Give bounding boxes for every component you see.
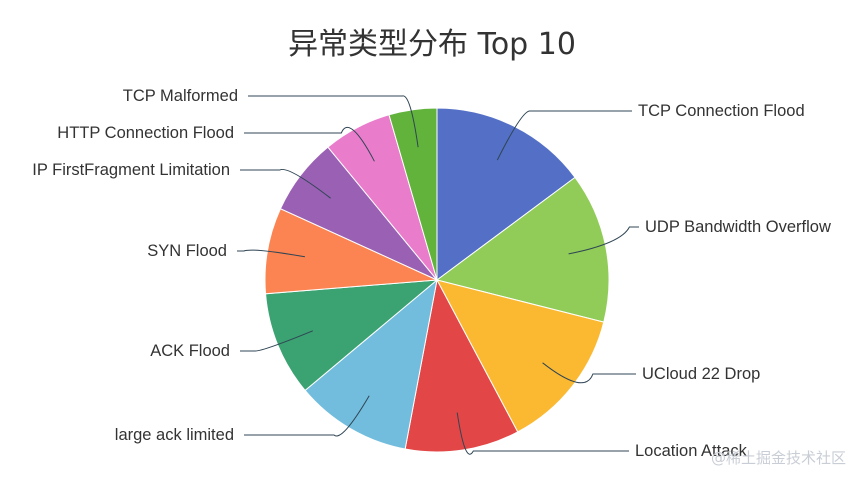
slice-label: ACK Flood [150,342,230,360]
slice-labels: TCP Connection Flood UDP Bandwidth Overfl… [32,87,831,460]
pie-slice [436,279,605,433]
slice-label: HTTP Connection Flood [57,124,234,142]
leader-line [248,95,419,148]
slice-label: TCP Connection Flood [638,102,805,120]
slice-label: TCP Malformed [123,87,238,105]
slice-label: Location Attack [635,442,748,460]
leader-line [240,330,313,352]
leader-line [568,226,639,255]
leader-line [456,412,629,455]
pie-slice [388,107,438,281]
leader-line [237,249,305,258]
pie-slice [435,176,610,323]
leader-line [240,168,331,199]
leader-line [542,362,636,384]
pie-slice [304,278,438,450]
slice-label: SYN Flood [147,242,227,260]
slice-label: IP FirstFragment Limitation [32,161,230,179]
pie-slice [436,107,576,281]
chart-title: 异常类型分布 Top 10 [288,27,576,62]
slice-label: large ack limited [115,426,234,444]
pie-slice [404,278,519,453]
watermark: @稀土掘金技术社区 [711,449,846,467]
leader-line [244,127,375,162]
slice-label: UCloud 22 Drop [642,365,760,383]
leader-line [496,110,632,161]
pie-slice [265,279,439,392]
slice-label: UDP Bandwidth Overflow [645,218,831,236]
leader-line [244,395,370,437]
pie-slices [264,107,610,453]
label-leader-lines [237,95,639,455]
